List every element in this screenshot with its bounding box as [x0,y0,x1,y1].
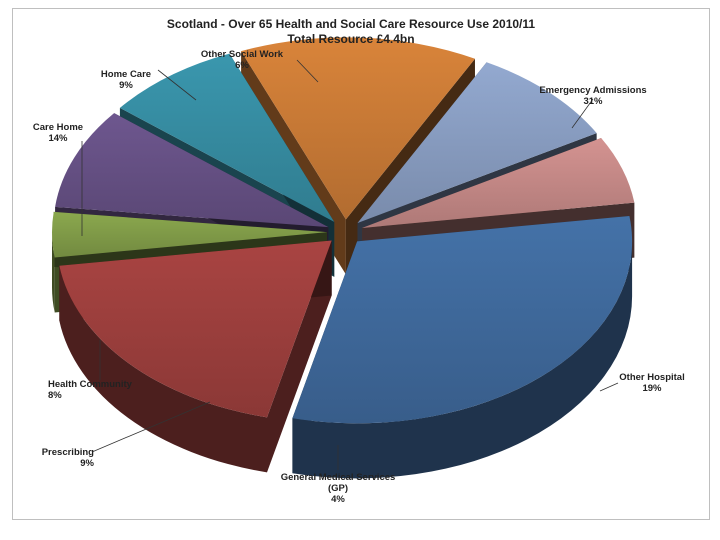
chart-title: Scotland - Over 65 Health and Social Car… [167,17,535,31]
pie-slice-other-hospital [59,240,332,418]
slice-label: General Medical Services (GP) 4% [281,472,396,505]
slice-value-label: 8% [48,390,62,401]
slice-name-label: Other Social Work [201,49,284,60]
leader-line [91,401,211,453]
slice-outer-wall [292,241,633,479]
pie-slice-health-community [119,53,335,222]
slice-name-label: Emergency Admissions [539,85,646,96]
leader-line [599,382,619,392]
pie-slice-care-home [241,37,475,220]
pie-slice-other-social-work [362,138,635,228]
slice-value-label: 9% [80,458,94,469]
slice-side-wall [267,240,332,473]
slice-label: Other Hospital 19% [619,372,684,394]
slice-value-label: 19% [642,383,662,394]
slice-value-label: 6% [235,60,249,71]
slice-value-label: 14% [48,133,68,144]
pie-tops [52,37,635,424]
slice-name-label: (GP) [328,483,348,494]
slice-outer-wall [52,232,55,313]
leader-line [571,98,594,129]
slice-label: Emergency Admissions 31% [539,85,646,107]
slice-label: Prescribing 9% [42,447,95,469]
pie-slice-home-care [357,62,597,223]
chart-subtitle: Total Resource £4.4bn [287,32,414,46]
slice-name-label: General Medical Services [281,472,396,483]
slice-name-label: Other Hospital [619,372,684,383]
slice-label: Health Community 8% [48,379,133,401]
slice-name-label: Care Home [33,122,83,133]
slice-name-label: Health Community [48,379,133,390]
slice-value-label: 9% [119,80,133,91]
slice-value-label: 31% [583,96,603,107]
pie-slice-emergency-admissions [292,216,633,424]
slice-name-label: Home Care [101,69,151,80]
slice-outer-wall [59,265,268,473]
pie-slice-general-medical-services-gp [52,211,328,258]
slice-label: Home Care 9% [101,69,151,91]
slice-value-label: 4% [331,494,345,505]
slice-labels: Emergency Admissions 31% Other Hospital 19%… [33,49,685,505]
leader-lines [81,59,619,470]
slice-label: Care Home 14% [33,122,83,144]
slice-name-label: Prescribing [42,447,94,458]
leader-line [157,69,197,101]
slice-label: Other Social Work 6% [201,49,284,71]
leader-line [296,59,319,83]
pie-slice-prescribing [55,113,329,228]
